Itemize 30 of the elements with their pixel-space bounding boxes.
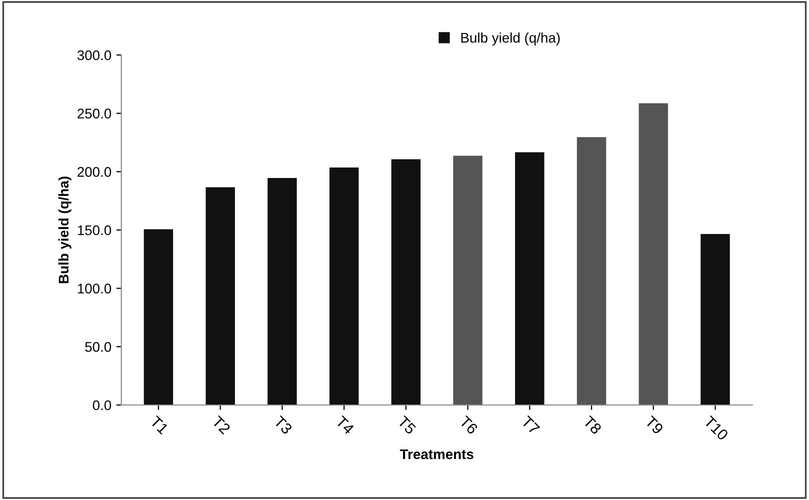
- bar: [576, 137, 606, 405]
- bar: [515, 152, 544, 405]
- y-tick-label: 150.0: [78, 225, 112, 236]
- y-tick-label: 200.0: [78, 167, 112, 177]
- y-tick-label: 300.0: [77, 50, 112, 60]
- x-tick-label: T6: [458, 415, 478, 435]
- x-tick-label: T7: [520, 415, 540, 435]
- bar: [391, 159, 421, 405]
- bar: [144, 229, 174, 405]
- bar: [329, 167, 359, 405]
- x-tick-label: T4: [335, 415, 355, 435]
- x-axis-title: Treatments: [400, 449, 474, 460]
- x-tick-label: T10: [703, 415, 729, 441]
- x-tick-label: T1: [150, 415, 169, 435]
- y-tick-label: 0.0: [92, 400, 112, 410]
- x-tick-label: T3: [273, 415, 293, 435]
- y-tick-label: 100.0: [78, 284, 112, 294]
- bar: [700, 234, 730, 405]
- x-tick-label: T2: [211, 415, 231, 435]
- y-tick-label: 50.0: [85, 342, 112, 352]
- bar: [268, 178, 297, 405]
- legend-label: Bulb yield (q/ha): [461, 32, 560, 46]
- x-tick-label: T8: [582, 415, 602, 435]
- y-axis-title: Bulb yield (q/ha): [58, 176, 72, 284]
- bar: [638, 103, 668, 405]
- x-tick-label: T9: [644, 415, 664, 435]
- y-tick-label: 250.0: [78, 108, 112, 119]
- x-tick-label: T5: [396, 415, 416, 435]
- bar: [453, 156, 482, 405]
- bar: [206, 187, 235, 405]
